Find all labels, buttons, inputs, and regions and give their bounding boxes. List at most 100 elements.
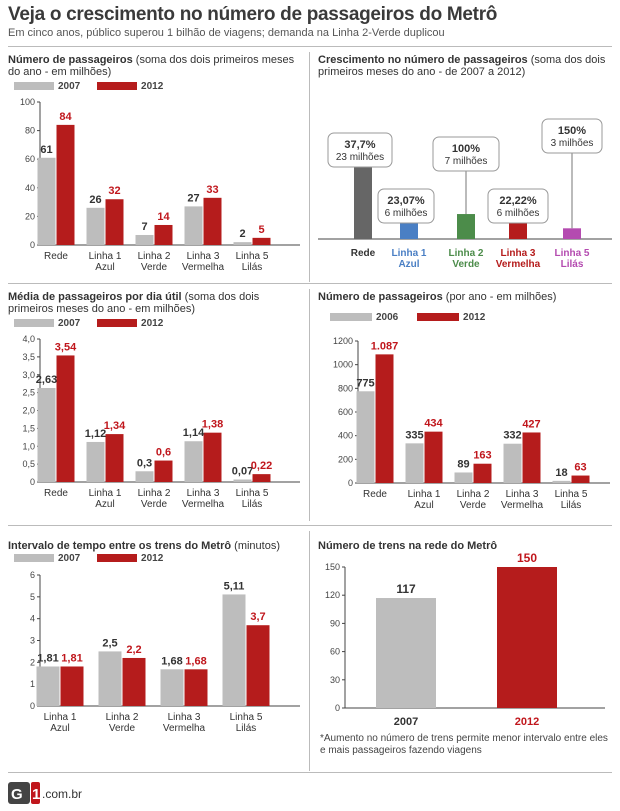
y-tick-label: 2,0 xyxy=(22,406,35,416)
category-label: Vermelha xyxy=(182,262,225,273)
page-title: Veja o crescimento no número de passagei… xyxy=(8,4,498,25)
y-tick-label: 20 xyxy=(25,211,35,221)
data-label: 2,2 xyxy=(126,644,141,656)
data-label: 2 xyxy=(239,228,245,240)
callout-box xyxy=(487,188,549,224)
data-label: 775 xyxy=(356,377,374,389)
bar-2012 xyxy=(473,463,492,483)
callout-box xyxy=(541,118,603,154)
data-label: 0,07 xyxy=(232,465,253,477)
category-label: Linha 3 xyxy=(500,248,535,259)
bar-2012 xyxy=(56,355,75,482)
data-label: 84 xyxy=(59,111,72,123)
data-label: 26 xyxy=(89,194,101,206)
g1-logo[interactable]: G 1 .com.br xyxy=(8,780,98,811)
svg-text:1: 1 xyxy=(32,786,40,803)
y-tick-label: 0 xyxy=(30,477,35,487)
data-label: 2,5 xyxy=(102,637,117,649)
y-tick-label: 0 xyxy=(30,701,35,711)
y-tick-label: 100 xyxy=(20,97,35,107)
category-label: Lilás xyxy=(242,499,263,510)
bar-2012 xyxy=(252,237,271,245)
bar-2007 xyxy=(160,669,184,706)
category-label: Linha 1 xyxy=(391,248,426,259)
y-tick-label: 30 xyxy=(330,675,340,685)
data-label: 1,68 xyxy=(161,655,182,667)
bar-2012 xyxy=(154,460,173,482)
bar-2012 xyxy=(60,666,84,706)
y-tick-label: 120 xyxy=(325,590,340,600)
data-label: 163 xyxy=(473,450,491,462)
bar-2012 xyxy=(246,625,270,706)
category-label: Verde xyxy=(109,723,136,734)
divider xyxy=(8,283,612,284)
divider xyxy=(309,531,310,771)
y-tick-label: 3,0 xyxy=(22,370,35,380)
y-tick-label: 1200 xyxy=(333,336,353,346)
bar-2007 xyxy=(98,651,122,706)
category-label: Rede xyxy=(351,248,376,259)
bar-growth xyxy=(457,214,475,239)
data-label: 1,38 xyxy=(202,419,223,431)
chart5-legend: 2007 2012 xyxy=(14,553,163,564)
logo-domain: .com.br xyxy=(42,787,83,801)
chart3-legend: 2007 2012 xyxy=(14,318,163,329)
category-label: Linha 1 xyxy=(44,712,77,723)
category-label: Azul xyxy=(414,500,433,511)
y-tick-label: 2 xyxy=(30,657,35,667)
divider xyxy=(8,46,612,47)
y-tick-label: 60 xyxy=(25,154,35,164)
category-label: Vermelha xyxy=(163,723,206,734)
chart4-title: Número de passageiros (por ano - em milh… xyxy=(318,291,557,303)
data-label: 32 xyxy=(108,185,120,197)
footnote: *Aumento no número de trens permite meno… xyxy=(320,733,608,756)
bar-2012 xyxy=(122,657,146,706)
y-tick-label: 200 xyxy=(338,454,353,464)
data-label: 1,14 xyxy=(183,427,205,439)
data-label: 63 xyxy=(574,462,586,474)
divider xyxy=(8,772,612,773)
bar-2006 xyxy=(454,472,473,483)
bar-2012 xyxy=(203,432,222,482)
bar-2012 xyxy=(424,431,443,483)
category-label: Azul xyxy=(398,259,419,270)
callout-abs: 6 milhões xyxy=(385,208,428,219)
bar-2006 xyxy=(356,391,375,483)
legend-swatch-new xyxy=(417,313,460,322)
divider xyxy=(309,289,310,521)
data-label: 5,11 xyxy=(224,580,245,592)
category-label: 2007 xyxy=(394,716,418,728)
category-label: Linha 3 xyxy=(168,712,201,723)
category-label: Verde xyxy=(141,262,168,273)
category-label: Linha 5 xyxy=(236,488,269,499)
bar-2012 xyxy=(56,124,75,245)
category-label: Vermelha xyxy=(501,500,544,511)
category-label: Lilás xyxy=(242,262,263,273)
category-label: Linha 3 xyxy=(187,251,220,262)
callout-pct: 100% xyxy=(452,143,480,155)
legend-swatch-old xyxy=(14,82,54,91)
category-label: Linha 3 xyxy=(506,489,539,500)
bar-2007 xyxy=(37,387,56,482)
chart6-title: Número de trens na rede do Metrô xyxy=(318,540,498,552)
y-tick-label: 400 xyxy=(338,431,353,441)
bar-2012 xyxy=(252,474,271,482)
bar-2007 xyxy=(86,207,105,245)
category-label: Lilás xyxy=(236,723,257,734)
legend-swatch-new xyxy=(97,319,138,328)
bar-2012 xyxy=(184,669,208,706)
legend-swatch-new xyxy=(97,554,138,563)
bar-growth xyxy=(563,228,581,239)
y-tick-label: 3 xyxy=(30,636,35,646)
category-label: Linha 5 xyxy=(236,251,269,262)
bar-2007 xyxy=(233,242,252,245)
callout-box xyxy=(432,136,500,172)
data-label: 117 xyxy=(396,582,416,596)
category-label: Linha 1 xyxy=(89,488,122,499)
y-tick-label: 40 xyxy=(25,183,35,193)
data-label: 0,22 xyxy=(251,460,272,472)
bar-growth xyxy=(354,157,372,239)
y-tick-label: 150 xyxy=(325,562,340,572)
svg-text:G: G xyxy=(11,786,23,803)
